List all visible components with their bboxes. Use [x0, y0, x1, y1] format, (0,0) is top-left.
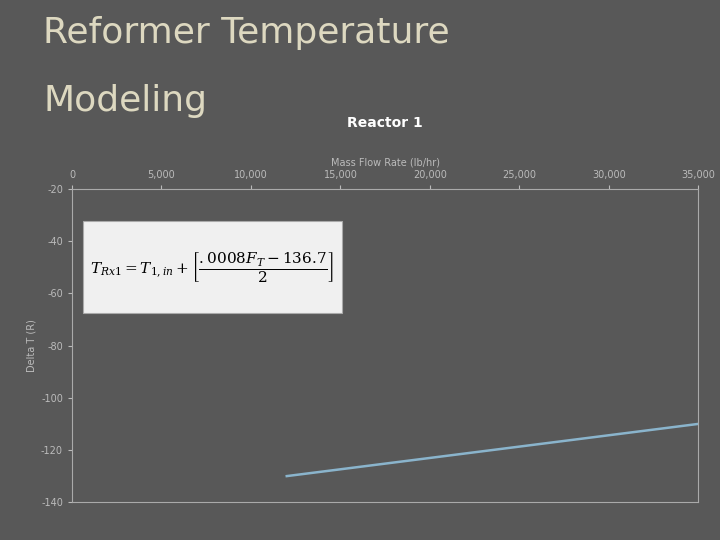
Y-axis label: Delta T (R): Delta T (R) — [27, 319, 37, 372]
FancyBboxPatch shape — [83, 221, 342, 313]
Text: Modeling: Modeling — [43, 84, 207, 118]
Title: Reactor 1: Reactor 1 — [347, 116, 423, 130]
Text: Reformer Temperature: Reformer Temperature — [43, 16, 450, 50]
X-axis label: Mass Flow Rate (lb/hr): Mass Flow Rate (lb/hr) — [330, 158, 440, 168]
Text: $T_{Rx1} = T_{1,in} + \left[\dfrac{.0008F_T - 136.7}{2}\right]$: $T_{Rx1} = T_{1,in} + \left[\dfrac{.0008… — [91, 251, 334, 284]
